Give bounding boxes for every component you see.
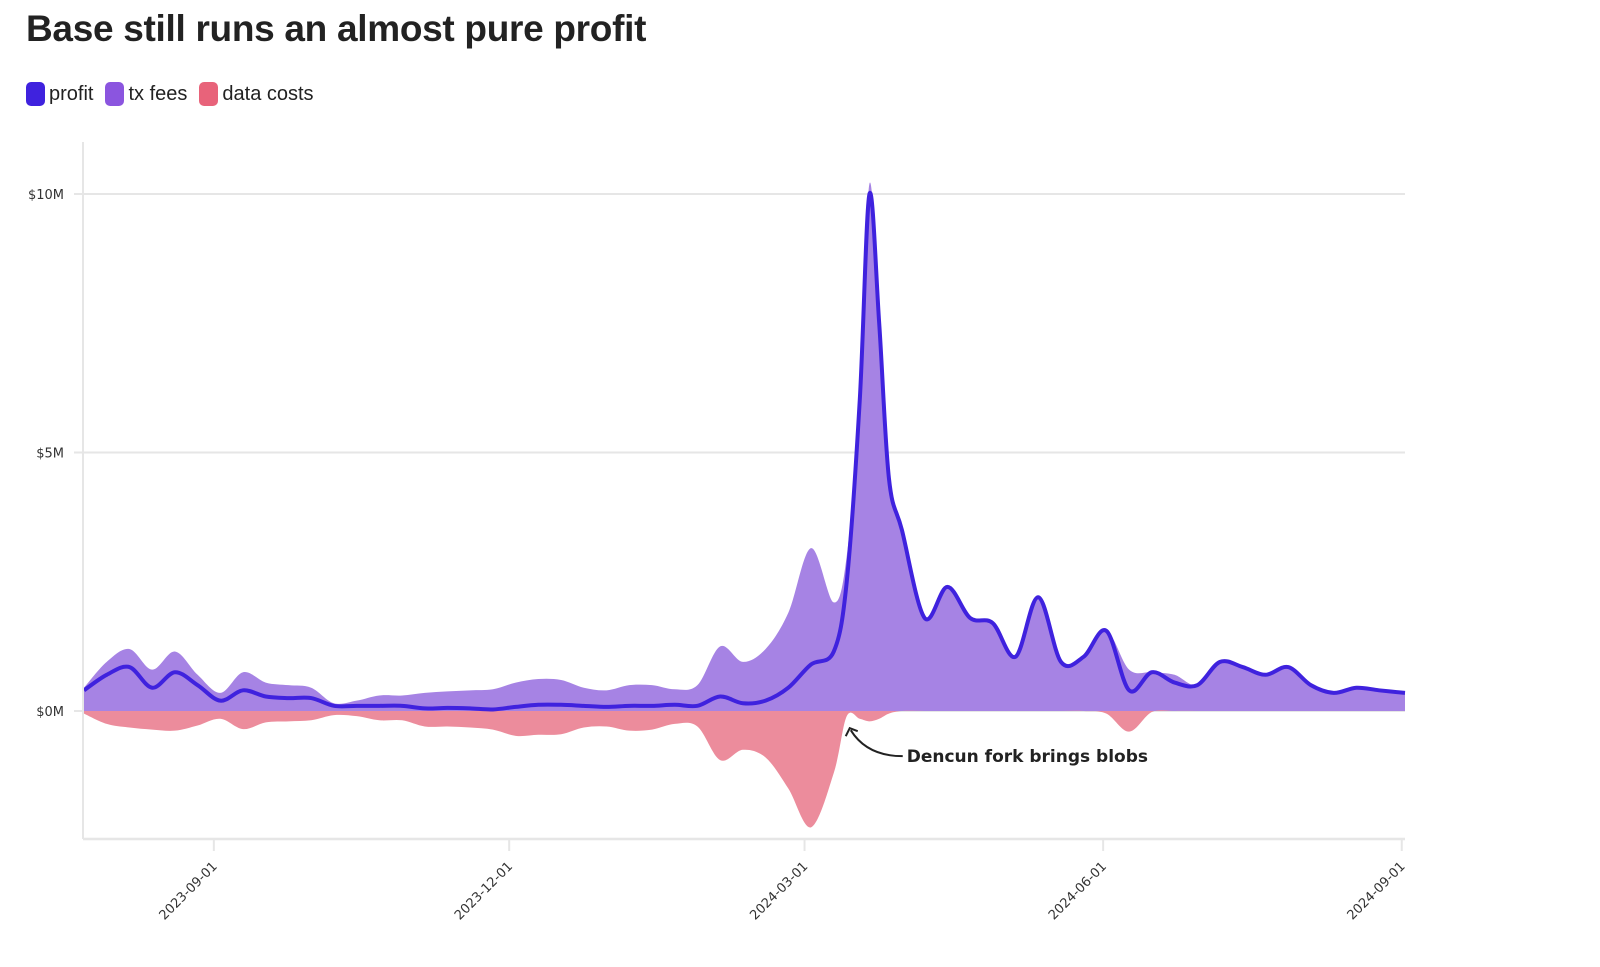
annotation-arrow (849, 729, 903, 758)
legend-label-data-costs: data costs (222, 82, 314, 105)
x-tick-label: 2024-03-01 (747, 859, 811, 923)
legend-swatch-tx-fees (105, 82, 125, 106)
data-costs-area (84, 710, 1405, 828)
legend-swatch-data-costs (199, 82, 219, 106)
areas (84, 182, 1405, 828)
y-tick-label: $0M (36, 705, 64, 720)
x-tick-label: 2024-06-01 (1046, 859, 1110, 923)
x-tick-label: 2023-09-01 (157, 859, 221, 923)
x-tick-label: 2024-09-01 (1345, 859, 1409, 923)
gridlines (74, 193, 1405, 712)
legend-item-data-costs[interactable]: data costs (199, 82, 314, 106)
legend-item-profit[interactable]: profit (26, 82, 93, 106)
y-tick-label: $5M (36, 447, 64, 462)
y-tick-label: $10M (28, 188, 64, 203)
lines (82, 190, 1406, 712)
profit-line (82, 190, 1406, 712)
tx-fees-area (84, 182, 1405, 712)
legend: profit tx fees data costs (26, 82, 318, 106)
legend-item-tx-fees[interactable]: tx fees (105, 82, 187, 106)
annotation-text: Dencun fork brings blobs (907, 747, 1148, 767)
annotation: Dencun fork brings blobs (844, 726, 1148, 767)
annotation-arrowhead-icon (844, 726, 859, 737)
chart-title: Base still runs an almost pure profit (26, 8, 647, 49)
axes: $0M $5M $10M 2023-09-01 2023-12-01 2024-03-01… (28, 142, 1409, 923)
legend-label-profit: profit (49, 82, 94, 105)
legend-label-tx-fees: tx fees (128, 82, 188, 105)
x-tick-label: 2023-12-01 (452, 859, 516, 923)
legend-swatch-profit (26, 82, 45, 106)
